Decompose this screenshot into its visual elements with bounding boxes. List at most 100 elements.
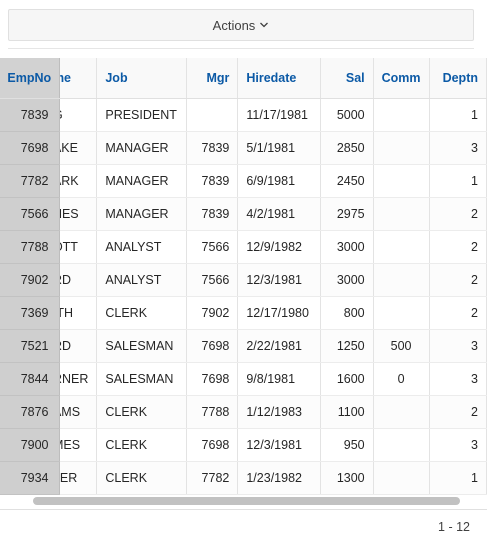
cell-job: SALESMAN — [96, 362, 187, 396]
cell-mgr: 7839 — [186, 164, 239, 198]
cell-mgr: 7782 — [186, 461, 239, 495]
cell-job: MANAGER — [96, 131, 187, 165]
cell-sal: 2850 — [320, 131, 374, 165]
horizontal-scrollbar[interactable] — [33, 497, 460, 505]
cell-hiredate: 4/2/1981 — [237, 197, 322, 231]
cell-empno: 7566 — [0, 197, 60, 231]
cell-job: ANALYST — [96, 230, 187, 264]
cell-hiredate: 12/17/1980 — [237, 296, 322, 330]
cell-job: SALESMAN — [96, 329, 187, 363]
cell-job: CLERK — [96, 461, 187, 495]
cell-hiredate: 12/9/1982 — [237, 230, 322, 264]
frozen-row: 7788 — [0, 230, 60, 264]
cell-hiredate: 1/23/1982 — [237, 461, 322, 495]
cell-comm — [373, 461, 430, 495]
cell-deptno: 2 — [429, 395, 487, 429]
table-row: RNER SALESMAN 7698 9/8/1981 1600 0 3 — [0, 362, 487, 396]
cell-empno: 7369 — [0, 296, 60, 330]
cell-deptno: 2 — [429, 230, 487, 264]
cell-mgr: 7566 — [186, 263, 239, 297]
frozen-row: 7902 — [0, 263, 60, 297]
col-header-hiredate[interactable]: Hiredate — [237, 58, 322, 99]
frozen-row: 7900 — [0, 428, 60, 462]
cell-job: CLERK — [96, 428, 187, 462]
cell-sal: 950 — [320, 428, 374, 462]
table-row: NES MANAGER 7839 4/2/1981 2975 2 — [0, 197, 487, 231]
cell-job: ANALYST — [96, 263, 187, 297]
cell-comm: 500 — [373, 329, 430, 363]
cell-empno: 7788 — [0, 230, 60, 264]
col-header-job[interactable]: Job — [96, 58, 187, 99]
cell-deptno: 1 — [429, 461, 487, 495]
frozen-row: 7698 — [0, 131, 60, 165]
frozen-row: 7566 — [0, 197, 60, 231]
cell-empno: 7934 — [0, 461, 60, 495]
cell-hiredate: 6/9/1981 — [237, 164, 322, 198]
frozen-row: 7844 — [0, 362, 60, 396]
col-header-comm[interactable]: Comm — [373, 58, 430, 99]
cell-comm — [373, 230, 430, 264]
cell-deptno: 2 — [429, 296, 487, 330]
actions-label: Actions — [212, 17, 256, 33]
cell-comm — [373, 296, 430, 330]
cell-hiredate: 12/3/1981 — [237, 263, 322, 297]
cell-empno: 7782 — [0, 164, 60, 198]
cell-job: CLERK — [96, 395, 187, 429]
cell-hiredate: 2/22/1981 — [237, 329, 322, 363]
cell-hiredate: 11/17/1981 — [237, 98, 322, 132]
cell-deptno: 3 — [429, 362, 487, 396]
cell-mgr: 7566 — [186, 230, 239, 264]
cell-sal: 1300 — [320, 461, 374, 495]
cell-deptno: 3 — [429, 329, 487, 363]
col-header-empno-frozen[interactable]: EmpNo — [0, 58, 60, 99]
col-header-deptno[interactable]: Deptn — [429, 58, 487, 99]
cell-comm: 0 — [373, 362, 430, 396]
footer-divider — [0, 509, 487, 510]
cell-sal: 2450 — [320, 164, 374, 198]
frozen-row: 7839 — [0, 98, 60, 132]
table-row: ARK MANAGER 7839 6/9/1981 2450 1 — [0, 164, 487, 198]
frozen-row: 7521 — [0, 329, 60, 363]
cell-comm — [373, 263, 430, 297]
cell-mgr: 7839 — [186, 197, 239, 231]
cell-job: MANAGER — [96, 197, 187, 231]
table-row: ITH CLERK 7902 12/17/1980 800 2 — [0, 296, 487, 330]
cell-deptno: 3 — [429, 428, 487, 462]
cell-empno: 7876 — [0, 395, 60, 429]
frozen-row: 7876 — [0, 395, 60, 429]
cell-sal: 1600 — [320, 362, 374, 396]
cell-sal: 5000 — [320, 98, 374, 132]
cell-deptno: 3 — [429, 131, 487, 165]
header-row: me Job Mgr Hiredate Sal Comm Deptn — [0, 58, 487, 99]
cell-empno: 7844 — [0, 362, 60, 396]
frozen-row: 7369 — [0, 296, 60, 330]
cell-empno: 7698 — [0, 131, 60, 165]
cell-sal: 3000 — [320, 263, 374, 297]
toolbar-divider — [8, 48, 474, 49]
cell-comm — [373, 164, 430, 198]
cell-empno: 7900 — [0, 428, 60, 462]
col-header-sal[interactable]: Sal — [320, 58, 374, 99]
cell-comm — [373, 197, 430, 231]
cell-job: PRESIDENT — [96, 98, 187, 132]
cell-job: MANAGER — [96, 164, 187, 198]
report-grid: me Job Mgr Hiredate Sal Comm Deptn GPRES… — [0, 58, 487, 495]
data-table: me Job Mgr Hiredate Sal Comm Deptn GPRES… — [0, 58, 487, 495]
cell-mgr: 7788 — [186, 395, 239, 429]
actions-button[interactable]: Actions — [8, 9, 474, 41]
cell-job: CLERK — [96, 296, 187, 330]
cell-hiredate: 12/3/1981 — [237, 428, 322, 462]
cell-comm — [373, 98, 430, 132]
col-header-mgr[interactable]: Mgr — [186, 58, 239, 99]
cell-mgr — [186, 98, 239, 132]
cell-hiredate: 1/12/1983 — [237, 395, 322, 429]
frozen-column: EmpNo 7839 7698 7782 7566 7788 7902 7369 7521 78… — [0, 58, 60, 495]
cell-mgr: 7902 — [186, 296, 239, 330]
cell-deptno: 2 — [429, 263, 487, 297]
frozen-row: 7782 — [0, 164, 60, 198]
cell-deptno: 1 — [429, 164, 487, 198]
cell-empno: 7839 — [0, 98, 60, 132]
table-row: RD ANALYST 7566 12/3/1981 3000 2 — [0, 263, 487, 297]
table-row: AKE MANAGER 7839 5/1/1981 2850 3 — [0, 131, 487, 165]
